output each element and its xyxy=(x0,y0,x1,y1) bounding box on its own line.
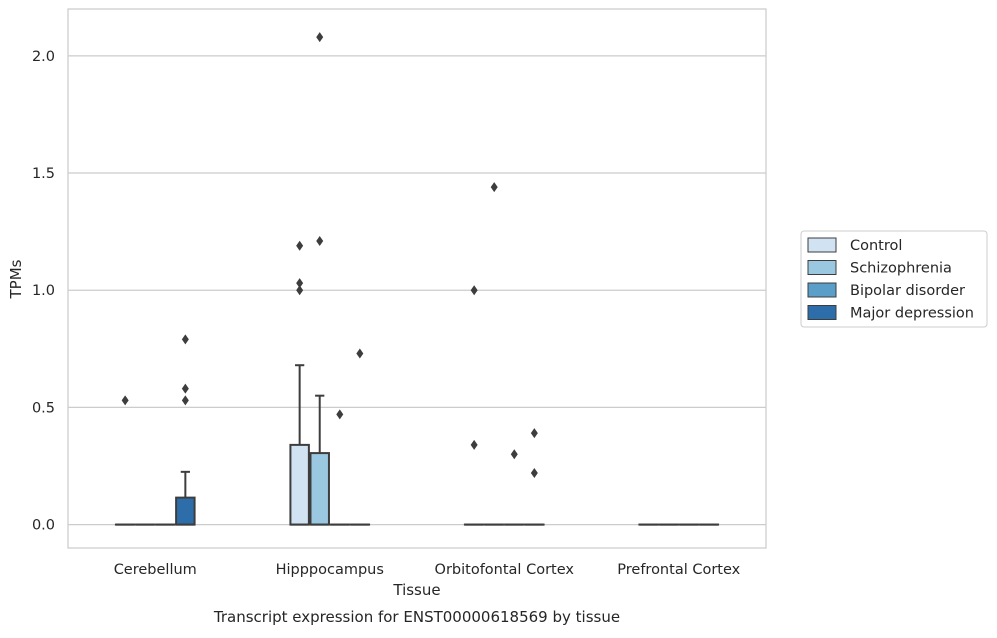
plot-area-background xyxy=(68,9,766,548)
box-rect xyxy=(310,453,328,524)
legend-label: Schizophrenia xyxy=(850,261,952,277)
box-rect xyxy=(176,498,194,525)
x-tick-label: Hipppocampus xyxy=(276,562,384,578)
x-axis-label: Tissue xyxy=(392,581,440,599)
y-tick-labels: 0.0 0.5 1.0 1.5 2.0 xyxy=(32,49,55,534)
x-tick-labels: Cerebellum Hipppocampus Orbitofontal Corte… xyxy=(114,562,741,578)
y-tick-label: 1.0 xyxy=(32,283,55,299)
y-tick-label: 2.0 xyxy=(32,49,55,65)
y-axis-label: TPMs xyxy=(7,259,25,299)
y-tick-label: 1.5 xyxy=(32,166,55,182)
legend: Control Schizophrenia Bipolar disorder Majo… xyxy=(801,231,987,327)
x-tick-label: Prefrontal Cortex xyxy=(617,562,740,578)
box-rect xyxy=(290,445,308,525)
y-tick-label: 0.5 xyxy=(32,400,55,416)
legend-swatch xyxy=(808,283,836,297)
legend-swatch xyxy=(808,261,836,275)
x-tick-label: Orbitofontal Cortex xyxy=(435,562,575,578)
legend-label: Major depression xyxy=(850,306,974,322)
legend-label: Bipolar disorder xyxy=(850,283,965,299)
legend-label: Control xyxy=(850,238,902,254)
legend-swatch xyxy=(808,306,836,320)
chart-caption: Transcript expression for ENST0000061856… xyxy=(213,608,620,626)
y-tick-label: 0.0 xyxy=(32,518,55,534)
x-tick-label: Cerebellum xyxy=(114,562,197,578)
legend-swatch xyxy=(808,238,836,252)
